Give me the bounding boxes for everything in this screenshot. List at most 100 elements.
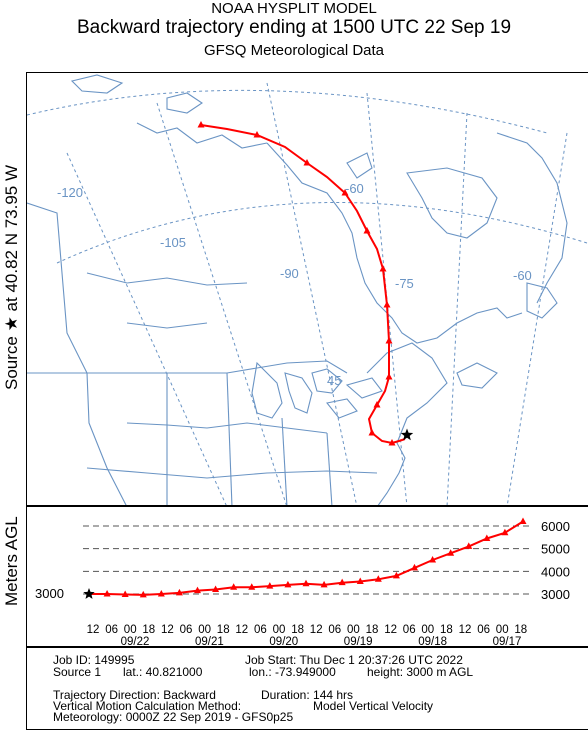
date-tick-label: 09/17 (493, 636, 522, 647)
height-point-marker (302, 579, 310, 587)
height-point-marker (266, 582, 274, 589)
trajectory-marker (303, 159, 311, 166)
trajectory-duration: Duration: 144 hrs (261, 688, 354, 702)
height-tick-labels: 6000 5000 4000 3000 (541, 519, 570, 602)
latitude-label: 45 (327, 373, 341, 388)
longitude-label: -120 (57, 185, 83, 200)
source-longitude: lon.: -73.949000 (249, 665, 336, 679)
hour-tick-label: 06 (105, 624, 118, 636)
source-latitude: lat.: 40.821000 (123, 665, 203, 679)
height-point-marker (320, 580, 328, 588)
hour-tick-label: 00 (124, 624, 137, 636)
map-trajectory (197, 121, 414, 446)
trajectory-marker (341, 189, 349, 196)
height-point-marker (139, 590, 147, 598)
longitude-label: -60 (345, 181, 364, 196)
height-point-marker (212, 585, 220, 592)
height-profile-line (83, 517, 527, 599)
hour-tick-label: 06 (254, 624, 267, 636)
coastlines-and-borders (27, 74, 568, 505)
hour-tick-label: 18 (366, 624, 379, 636)
height-point-marker (392, 571, 400, 579)
source-start-star-icon (83, 588, 95, 599)
height-point-marker (519, 517, 527, 524)
source-location-label: Source ★ at 40.82 N 73.95 W (2, 164, 21, 390)
height-point-marker (465, 542, 473, 549)
hour-tick-label: 06 (328, 624, 341, 636)
date-tick-labels: 09/22 09/21 09/20 09/19 09/18 09/17 (121, 636, 522, 647)
height-gridlines (83, 525, 532, 595)
longitude-label: -75 (395, 276, 414, 291)
height-tick-label: 5000 (541, 542, 570, 557)
height-point-marker (411, 563, 418, 571)
trajectory-marker (368, 429, 376, 436)
hour-tick-label: 00 (421, 624, 434, 636)
height-point-marker (230, 583, 238, 590)
graticule (27, 82, 588, 505)
source-height: height: 3000 m AGL (367, 665, 474, 679)
title-line-2: Backward trajectory ending at 1500 UTC 2… (76, 17, 512, 38)
trajectory-map: -120 -105 -90 -75 -60 -60 45 (27, 74, 588, 505)
longitude-label: -60 (513, 268, 532, 283)
height-axis-label: Meters AGL (2, 516, 21, 606)
hour-tick-label: 18 (142, 624, 155, 636)
source-star-icon (400, 428, 414, 441)
title-line-1: NOAA HYSPLIT MODEL (211, 0, 377, 17)
longitude-label: -105 (160, 235, 186, 250)
height-point-marker (175, 588, 183, 596)
hour-tick-label: 06 (403, 624, 416, 636)
hour-tick-label: 12 (384, 624, 397, 636)
longitude-labels: -120 -105 -90 -75 -60 -60 45 (57, 181, 532, 388)
hour-tick-label: 18 (217, 624, 230, 636)
height-point-marker (356, 577, 364, 585)
hour-tick-labels: 12 06 00 18 12 06 00 18 12 06 00 18 12 06 00 18 12 06 00 18… (87, 624, 528, 636)
hour-tick-label: 00 (198, 624, 211, 636)
height-point-marker (121, 590, 129, 597)
height-tick-label: 6000 (541, 519, 570, 534)
hour-tick-label: 12 (459, 624, 472, 636)
date-tick-label: 09/21 (195, 636, 224, 647)
trajectory-marker (253, 131, 261, 138)
height-point-marker (429, 556, 437, 563)
height-point-marker (248, 583, 256, 590)
trajectory-marker (383, 301, 391, 308)
trajectory-marker (379, 265, 387, 272)
trajectory-marker (363, 227, 371, 234)
start-height-label: 3000 (35, 586, 64, 601)
meteorology: Meteorology: 0000Z 22 Sep 2019 - GFS0p25 (53, 710, 294, 724)
height-point-marker (501, 528, 509, 536)
height-tick-label: 4000 (541, 564, 570, 579)
map-panel: -120 -105 -90 -75 -60 -60 45 (26, 72, 588, 506)
height-point-marker (374, 575, 382, 582)
hour-tick-label: 12 (161, 624, 174, 636)
height-point-marker (157, 590, 165, 597)
hour-tick-label: 06 (180, 624, 193, 636)
date-tick-label: 09/22 (121, 636, 150, 647)
vertical-method-value: Model Vertical Velocity (313, 699, 434, 713)
job-info-panel: Job ID: 149995 Job Start: Thu Dec 1 20:3… (26, 647, 588, 730)
longitude-label: -90 (280, 266, 299, 281)
hour-tick-label: 00 (347, 624, 360, 636)
hour-tick-label: 18 (514, 624, 527, 636)
hour-tick-label: 00 (496, 624, 509, 636)
height-tick-label: 3000 (541, 587, 570, 602)
height-point-marker (338, 578, 346, 586)
hour-tick-label: 12 (310, 624, 323, 636)
trajectory-direction: Trajectory Direction: Backward (53, 688, 216, 702)
hour-tick-label: 00 (273, 624, 286, 636)
job-start: Job Start: Thu Dec 1 20:37:26 UTC 2022 (245, 653, 463, 667)
hour-tick-label: 18 (440, 624, 453, 636)
trajectory-marker (385, 337, 393, 344)
hour-tick-label: 18 (291, 624, 304, 636)
vertical-method-label: Vertical Motion Calculation Method: (53, 699, 242, 713)
height-point-marker (284, 580, 292, 588)
hour-tick-label: 12 (235, 624, 248, 636)
height-point-marker (194, 586, 201, 594)
height-point-marker (447, 549, 455, 556)
title-line-3: GFSQ Meteorological Data (203, 42, 385, 59)
job-id: Job ID: 149995 (53, 653, 135, 667)
height-point-marker (483, 534, 491, 541)
height-panel: 6000 5000 4000 3000 3000 12 06 00 18 12 06 00 18 12… (26, 506, 588, 647)
trajectory-marker (197, 121, 205, 128)
